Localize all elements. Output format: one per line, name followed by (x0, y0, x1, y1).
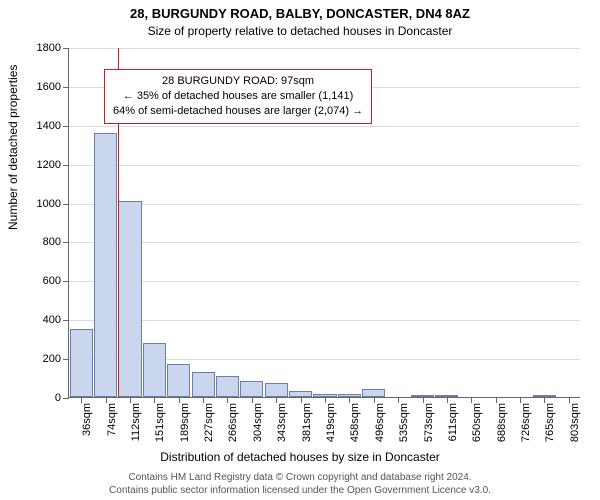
x-tick-label: 650sqm (471, 403, 483, 442)
y-tick-label: 1200 (37, 159, 61, 171)
chart-title-sub: Size of property relative to detached ho… (0, 24, 600, 38)
x-tick-label: 419sqm (325, 403, 337, 442)
x-tick-label: 112sqm (130, 403, 142, 441)
x-tick-label: 343sqm (276, 403, 288, 442)
bar (118, 201, 141, 397)
x-tick-label: 765sqm (544, 403, 556, 442)
y-tick-label: 1600 (37, 81, 61, 93)
footer-line-1: Contains HM Land Registry data © Crown c… (0, 472, 600, 485)
x-tick-label: 189sqm (179, 403, 191, 442)
y-tick (63, 242, 69, 243)
y-tick-label: 800 (43, 236, 61, 248)
gridline (69, 204, 580, 205)
y-tick-label: 1400 (37, 120, 61, 132)
y-tick (63, 126, 69, 127)
gridline (69, 126, 580, 127)
x-tick-label: 573sqm (423, 403, 435, 442)
annotation-box: 28 BURGUNDY ROAD: 97sqm ← 35% of detache… (104, 69, 372, 124)
y-tick-label: 200 (43, 353, 61, 365)
bar (192, 372, 215, 397)
bar (362, 389, 385, 397)
y-tick-label: 1000 (37, 198, 61, 210)
x-tick-label: 535sqm (398, 403, 410, 442)
x-tick-label: 151sqm (154, 403, 166, 442)
gridline (69, 242, 580, 243)
gridline (69, 165, 580, 166)
y-tick (63, 48, 69, 49)
y-tick (63, 165, 69, 166)
x-tick-label: 496sqm (374, 403, 386, 442)
y-tick-label: 1800 (37, 42, 61, 54)
gridline (69, 281, 580, 282)
x-tick-label: 74sqm (106, 403, 118, 436)
y-tick-label: 600 (43, 275, 61, 287)
x-tick-label: 266sqm (227, 403, 239, 442)
x-tick-label: 803sqm (569, 403, 581, 442)
footer-line-2: Contains public sector information licen… (0, 485, 600, 498)
annotation-line-3: 64% of semi-detached houses are larger (… (113, 104, 363, 119)
y-tick-label: 0 (55, 392, 61, 404)
y-tick (63, 204, 69, 205)
x-tick-label: 304sqm (252, 403, 264, 442)
annotation-line-2: ← 35% of detached houses are smaller (1,… (113, 89, 363, 104)
x-tick-label: 458sqm (349, 403, 361, 442)
x-tick-label: 688sqm (496, 403, 508, 442)
bar (265, 383, 288, 397)
x-tick-label: 227sqm (203, 403, 215, 442)
x-tick-label: 726sqm (520, 403, 532, 442)
y-tick (63, 359, 69, 360)
y-tick (63, 320, 69, 321)
x-axis-label: Distribution of detached houses by size … (0, 450, 600, 464)
y-tick (63, 281, 69, 282)
y-axis-label: Number of detached properties (6, 65, 20, 230)
bar (240, 381, 263, 397)
bar (143, 343, 166, 397)
x-tick-label: 381sqm (301, 403, 313, 442)
gridline (69, 320, 580, 321)
x-tick-label: 36sqm (81, 403, 93, 436)
footer-attribution: Contains HM Land Registry data © Crown c… (0, 472, 600, 497)
chart-title-main: 28, BURGUNDY ROAD, BALBY, DONCASTER, DN4… (0, 6, 600, 21)
x-tick-label: 611sqm (447, 403, 459, 441)
plot-area: 02004006008001000120014001600180036sqm74… (68, 48, 580, 398)
bar (167, 364, 190, 397)
gridline (69, 48, 580, 49)
bar (70, 329, 93, 397)
y-tick-label: 400 (43, 314, 61, 326)
y-tick (63, 87, 69, 88)
bar (94, 133, 117, 397)
annotation-line-1: 28 BURGUNDY ROAD: 97sqm (113, 74, 363, 89)
y-tick (63, 398, 69, 399)
bar (216, 376, 239, 397)
